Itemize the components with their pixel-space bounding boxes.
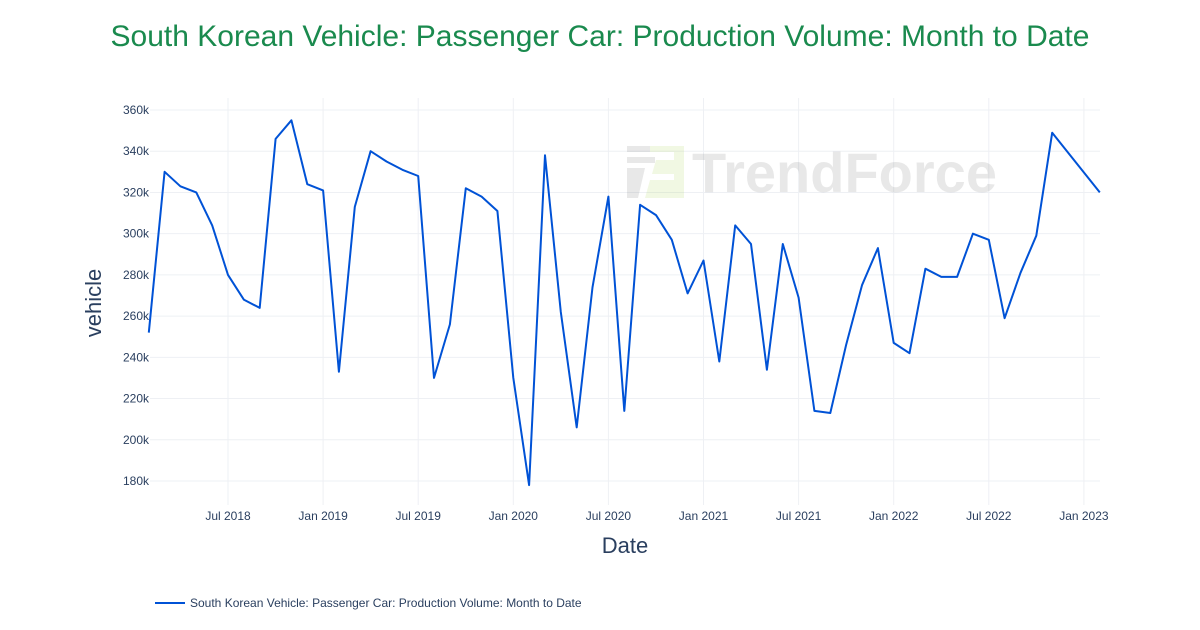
- x-tick-label: Jul 2020: [586, 509, 632, 523]
- x-tick-label: Jul 2021: [776, 509, 822, 523]
- x-axis-title: Date: [602, 533, 648, 558]
- trendforce-watermark: TrendForce: [627, 141, 997, 204]
- x-tick-label: Jan 2023: [1059, 509, 1109, 523]
- x-tick-label: Jan 2021: [679, 509, 729, 523]
- y-tick-label: 260k: [123, 309, 150, 323]
- y-tick-label: 320k: [123, 185, 150, 199]
- series-line: [147, 119, 1101, 487]
- x-tick-label: Jan 2022: [869, 509, 919, 523]
- y-tick-label: 180k: [123, 474, 150, 488]
- chart-title: South Korean Vehicle: Passenger Car: Pro…: [110, 20, 1090, 53]
- y-tick-label: 220k: [123, 392, 150, 406]
- svg-text:TrendForce: TrendForce: [692, 141, 997, 204]
- x-tick-label: Jul 2018: [205, 509, 251, 523]
- x-tick-label: Jan 2019: [298, 509, 348, 523]
- y-tick-label: 240k: [123, 350, 150, 364]
- y-tick-label: 200k: [123, 433, 150, 447]
- legend-item[interactable]: South Korean Vehicle: Passenger Car: Pro…: [155, 596, 582, 610]
- y-tick-label: 300k: [123, 227, 150, 241]
- legend-label: South Korean Vehicle: Passenger Car: Pro…: [190, 596, 582, 610]
- y-axis-title: vehicle: [81, 269, 106, 337]
- x-tick-label: Jul 2022: [966, 509, 1012, 523]
- x-tick-label: Jul 2019: [396, 509, 442, 523]
- y-tick-label: 360k: [123, 103, 150, 117]
- x-tick-label: Jan 2020: [489, 509, 539, 523]
- legend-swatch: [155, 602, 185, 604]
- y-tick-label: 280k: [123, 268, 150, 282]
- y-tick-label: 340k: [123, 144, 150, 158]
